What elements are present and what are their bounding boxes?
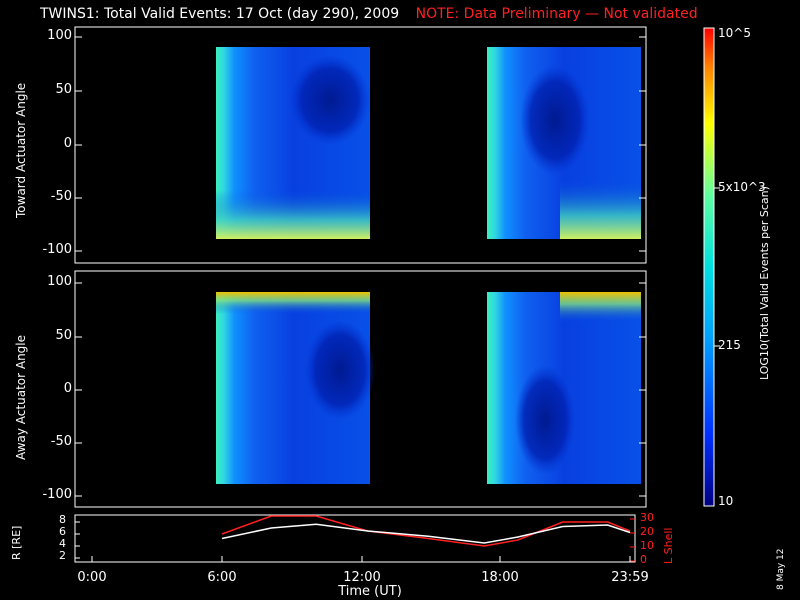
bottom-ytick-label: 0 <box>63 381 72 396</box>
bottom-ytick-label: 100 <box>47 274 72 289</box>
orbit-right-tick: 30 <box>640 511 654 524</box>
bottom-ytick-label: -100 <box>42 487 72 502</box>
orbit-right-tick: 20 <box>640 525 654 538</box>
title-text: TWINS1: Total Valid Events: 17 Oct (day … <box>40 6 400 22</box>
orbit-right-tick: 0 <box>640 553 647 566</box>
bottom-ytick-label: -50 <box>50 434 72 449</box>
preliminary-note: NOTE: Data Preliminary — Not validated <box>415 6 698 22</box>
l-shell-line <box>221 515 631 547</box>
orbit-left-tick: 6 <box>59 525 66 538</box>
x-ticks <box>91 556 631 562</box>
bottom-panel-frame <box>74 270 647 508</box>
r-distance-line <box>221 523 631 544</box>
top-y-axis-label: Toward Actuator Angle <box>14 82 28 218</box>
top-ytick-label: 50 <box>55 82 72 97</box>
x-tick-label: 23:59 <box>611 570 649 585</box>
bottom-yticks <box>75 282 646 497</box>
orbit-panel-frame <box>74 514 636 563</box>
top-ytick-label: -100 <box>42 242 72 257</box>
top-block-2-dark <box>520 65 590 175</box>
orbit-left-tick: 8 <box>59 513 66 526</box>
colorbar-tick-label: 10^5 <box>718 26 751 40</box>
bottom-block-2-dark <box>515 365 575 475</box>
bottom-ytick-label: 50 <box>55 328 72 343</box>
x-axis-label: Time (UT) <box>338 584 402 599</box>
top-block-1-dark <box>290 55 370 145</box>
orbit-left-label: R [RE] <box>10 525 23 560</box>
colorbar-ticks <box>714 187 720 347</box>
top-yticks <box>75 36 646 252</box>
x-tick-label: 6:00 <box>207 570 237 585</box>
bottom-block-2-warm <box>560 292 641 322</box>
top-ytick-label: 100 <box>47 28 72 43</box>
orbit-right-tick: 10 <box>640 539 654 552</box>
x-tick-label: 12:00 <box>343 570 381 585</box>
colorbar-tick-label: 10 <box>718 494 734 508</box>
top-block-2-warm <box>560 180 641 239</box>
orbit-right-label: L Shell <box>662 527 675 564</box>
orbit-right-ticks <box>630 518 635 562</box>
bottom-y-axis-label: Away Actuator Angle <box>14 334 28 460</box>
bottom-block-1-warm <box>216 292 370 314</box>
colorbar-label: LOG10(Total Valid Events per Scan) <box>758 186 771 380</box>
orbit-left-ticks <box>75 521 80 559</box>
chart-title: TWINS1: Total Valid Events: 17 Oct (day … <box>40 6 698 22</box>
top-block-1-warm <box>216 190 370 239</box>
colorbar <box>703 27 715 507</box>
top-ytick-label: 0 <box>63 136 72 151</box>
orbit-left-tick: 2 <box>59 549 66 562</box>
date-stamp: 8 May 12 <box>776 548 786 590</box>
orbit-left-tick: 4 <box>59 537 66 550</box>
x-tick-label: 18:00 <box>481 570 519 585</box>
colorbar-tick-label: 215 <box>718 338 741 352</box>
top-ytick-label: -50 <box>50 189 72 204</box>
bottom-heatmap <box>216 292 641 484</box>
colorbar-tick-label: 5x10^3 <box>718 180 766 194</box>
top-heatmap <box>216 47 641 239</box>
x-tick-label: 0:00 <box>77 570 107 585</box>
orbit-lines <box>221 515 631 547</box>
bottom-block-1-dark <box>305 320 375 420</box>
